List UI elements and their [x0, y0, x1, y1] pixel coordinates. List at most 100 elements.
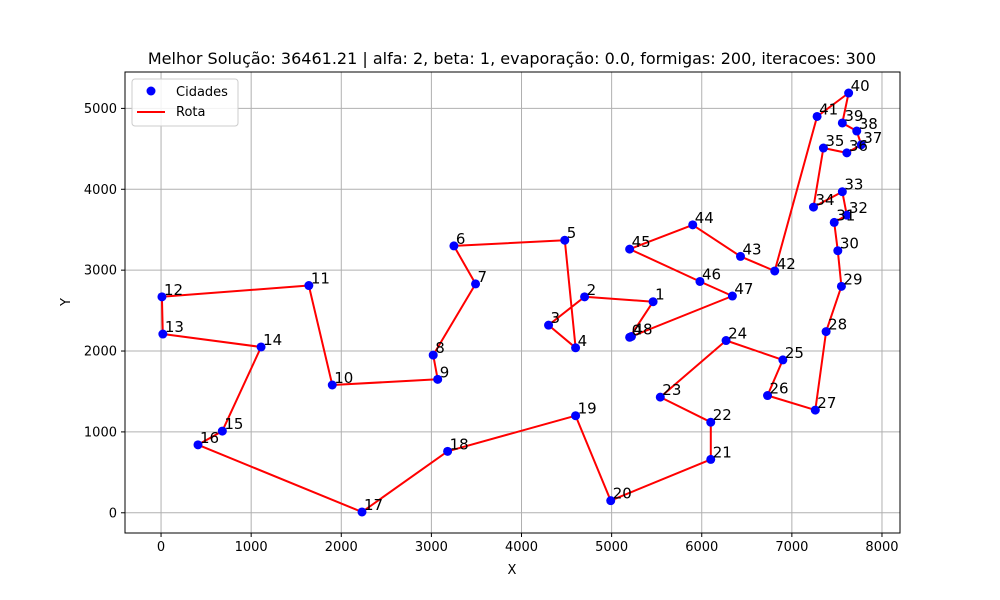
- points-layer: [157, 88, 866, 517]
- y-tick-label: 1000: [84, 425, 117, 440]
- city-point-17: [357, 507, 367, 517]
- city-label-11: 11: [311, 270, 330, 288]
- city-label-18: 18: [450, 435, 469, 453]
- city-point-11: [304, 281, 314, 291]
- plot-frame: [124, 71, 901, 534]
- y-tick-label: 5000: [84, 102, 117, 117]
- city-label-8: 8: [435, 339, 445, 357]
- city-point-37: [856, 140, 866, 150]
- x-axis: 0 1000 2000 3000 4000 5000 6000 7000 8000: [157, 533, 899, 555]
- city-point-18: [443, 446, 453, 456]
- city-label-2: 2: [587, 281, 597, 299]
- city-label-20: 20: [613, 485, 632, 503]
- y-tick-label: 0: [109, 506, 117, 521]
- city-label-16: 16: [200, 429, 219, 447]
- city-point-6: [449, 241, 459, 251]
- city-point-45: [625, 244, 635, 254]
- y-axis: 0 1000 2000 3000 4000 5000: [84, 102, 125, 521]
- city-point-39: [837, 118, 847, 128]
- city-point-36: [842, 148, 852, 158]
- city-label-45: 45: [632, 233, 651, 251]
- x-tick-label: 8000: [865, 540, 898, 555]
- city-point-21: [706, 454, 716, 464]
- city-label-43: 43: [742, 240, 761, 258]
- city-label-44: 44: [695, 209, 714, 227]
- city-label-12: 12: [164, 281, 183, 299]
- city-point-7: [471, 279, 481, 289]
- city-label-9: 9: [440, 363, 450, 381]
- x-tick-label: 7000: [775, 540, 808, 555]
- city-label-46: 46: [702, 265, 721, 283]
- city-label-38: 38: [859, 115, 878, 133]
- city-point-33: [837, 187, 847, 197]
- city-point-40: [844, 88, 854, 98]
- legend-box: [131, 78, 239, 127]
- city-label-32: 32: [849, 199, 868, 217]
- city-label-24: 24: [728, 325, 747, 343]
- city-point-16: [193, 440, 203, 450]
- city-point-19: [571, 411, 581, 421]
- city-label-13: 13: [165, 318, 184, 336]
- city-label-37: 37: [863, 129, 882, 147]
- plot-area: 0123456789101112131415161718192021222324…: [124, 71, 901, 534]
- city-point-8: [428, 350, 438, 360]
- city-point-28: [821, 327, 831, 337]
- x-tick-label: 6000: [685, 540, 718, 555]
- city-point-47: [727, 291, 737, 301]
- city-label-31: 31: [836, 206, 855, 224]
- city-point-42: [770, 266, 780, 276]
- city-label-4: 4: [578, 332, 588, 350]
- city-label-40: 40: [851, 77, 870, 95]
- x-tick-label: 2000: [325, 540, 358, 555]
- city-label-34: 34: [815, 191, 834, 209]
- city-label-19: 19: [578, 400, 597, 418]
- city-label-23: 23: [662, 381, 681, 399]
- city-point-32: [842, 210, 852, 220]
- x-tick-label: 1000: [235, 540, 268, 555]
- x-tick-label: 4000: [505, 540, 538, 555]
- city-point-38: [852, 126, 862, 136]
- chart-title: Melhor Solução: 36461.21 | alfa: 2, beta…: [148, 49, 876, 68]
- city-point-48: [626, 331, 636, 341]
- city-label-41: 41: [819, 100, 838, 118]
- city-point-23: [655, 392, 665, 402]
- city-label-39: 39: [844, 107, 863, 125]
- city-point-46: [695, 276, 705, 286]
- city-label-30: 30: [840, 235, 859, 253]
- city-point-29: [836, 281, 846, 291]
- city-label-21: 21: [713, 443, 732, 461]
- city-label-15: 15: [224, 415, 243, 433]
- city-label-48: 48: [633, 320, 652, 338]
- city-point-41: [812, 111, 822, 121]
- city-label-27: 27: [817, 394, 836, 412]
- city-point-14: [256, 342, 266, 352]
- city-point-35: [818, 143, 828, 153]
- legend-label-cidades: Cidades: [176, 85, 228, 100]
- city-point-31: [829, 217, 839, 227]
- city-point-44: [688, 220, 698, 230]
- city-label-1: 1: [655, 286, 665, 304]
- city-point-4: [571, 343, 581, 353]
- city-label-10: 10: [334, 369, 353, 387]
- legend-label-rota: Rota: [176, 105, 205, 120]
- city-label-17: 17: [364, 496, 383, 514]
- city-label-7: 7: [478, 268, 488, 286]
- legend-marker-cidades: [146, 86, 156, 96]
- city-label-14: 14: [263, 331, 282, 349]
- city-point-34: [808, 202, 818, 212]
- x-tick-label: 0: [157, 540, 165, 555]
- city-point-10: [327, 380, 337, 390]
- y-tick-label: 3000: [84, 264, 117, 279]
- y-tick-label: 4000: [84, 183, 117, 198]
- city-point-24: [721, 336, 731, 346]
- city-label-0: 0: [632, 321, 642, 339]
- city-point-22: [706, 417, 716, 427]
- city-label-33: 33: [844, 176, 863, 194]
- city-point-9: [433, 374, 443, 384]
- city-label-5: 5: [567, 224, 577, 242]
- city-point-20: [606, 496, 616, 506]
- city-point-5: [560, 235, 570, 245]
- city-label-22: 22: [713, 406, 732, 424]
- city-point-13: [158, 329, 168, 339]
